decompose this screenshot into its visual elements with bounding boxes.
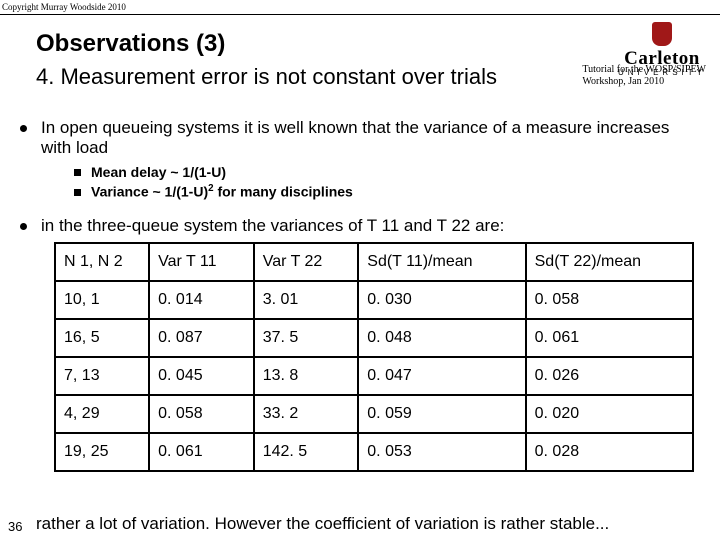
table-cell: 13. 8 (254, 357, 359, 395)
bullet-dot-icon (20, 125, 27, 132)
table-cell: 37. 5 (254, 319, 359, 357)
sub-bullet-1: Mean delay ~ 1/(1-U) (74, 164, 700, 180)
page-number: 36 (8, 519, 22, 534)
sub2-pre: Variance ~ 1/(1-U) (91, 184, 208, 200)
table-row: 4, 290. 05833. 20. 0590. 020 (55, 395, 693, 433)
sub1-text: Mean delay ~ 1/(1-U) (91, 164, 226, 180)
table-cell: 10, 1 (55, 281, 149, 319)
table-cell: 0. 026 (526, 357, 693, 395)
table-cell: 0. 020 (526, 395, 693, 433)
col-sdt22: Sd(T 22)/mean (526, 243, 693, 281)
bullet-dot-icon (20, 223, 27, 230)
table-row: 19, 250. 061142. 50. 0530. 028 (55, 433, 693, 471)
table-row: 10, 10. 0143. 010. 0300. 058 (55, 281, 693, 319)
top-rule (0, 14, 720, 15)
col-vart11: Var T 11 (149, 243, 254, 281)
slide-heading: Observations (3) 4. Measurement error is… (36, 30, 497, 90)
table-cell: 0. 030 (358, 281, 525, 319)
slide-title: Observations (3) (36, 30, 497, 58)
sub-bullet-2: Variance ~ 1/(1-U)2 for many disciplines (74, 183, 700, 200)
table-header-row: N 1, N 2 Var T 11 Var T 22 Sd(T 11)/mean… (55, 243, 693, 281)
table-row: 16, 50. 08737. 50. 0480. 061 (55, 319, 693, 357)
shield-icon (652, 22, 672, 46)
slide-subtitle: 4. Measurement error is not constant ove… (36, 64, 497, 90)
bullet-2: in the three-queue system the variances … (20, 216, 700, 236)
table-cell: 0. 058 (149, 395, 254, 433)
table-cell: 142. 5 (254, 433, 359, 471)
table-cell: 0. 028 (526, 433, 693, 471)
table-cell: 0. 058 (526, 281, 693, 319)
table-cell: 0. 014 (149, 281, 254, 319)
col-n1n2: N 1, N 2 (55, 243, 149, 281)
table-cell: 0. 061 (526, 319, 693, 357)
table-cell: 3. 01 (254, 281, 359, 319)
content-area: In open queueing systems it is well know… (20, 118, 700, 472)
table-cell: 4, 29 (55, 395, 149, 433)
table-cell: 19, 25 (55, 433, 149, 471)
table-cell: 0. 053 (358, 433, 525, 471)
square-bullet-icon (74, 189, 81, 196)
table-cell: 0. 059 (358, 395, 525, 433)
table-cell: 0. 087 (149, 319, 254, 357)
col-vart22: Var T 22 (254, 243, 359, 281)
table-cell: 0. 061 (149, 433, 254, 471)
bullet-2-text: in the three-queue system the variances … (41, 216, 504, 236)
table-row: 7, 130. 04513. 80. 0470. 026 (55, 357, 693, 395)
tutorial-note: Tutorial for the WOSP/SIPEW Workshop, Ja… (582, 64, 706, 88)
bullet-1-text: In open queueing systems it is well know… (41, 118, 700, 158)
bullet-1: In open queueing systems it is well know… (20, 118, 700, 158)
copyright-text: Copyright Murray Woodside 2010 (2, 2, 126, 12)
sub-bullets: Mean delay ~ 1/(1-U) Variance ~ 1/(1-U)2… (74, 164, 700, 200)
table-cell: 0. 045 (149, 357, 254, 395)
table-cell: 0. 047 (358, 357, 525, 395)
sub2-post: for many disciplines (214, 184, 353, 200)
footer-text: rather a lot of variation. However the c… (36, 514, 609, 534)
variance-table: N 1, N 2 Var T 11 Var T 22 Sd(T 11)/mean… (54, 242, 694, 472)
table-cell: 33. 2 (254, 395, 359, 433)
table-cell: 0. 048 (358, 319, 525, 357)
tutorial-line1: Tutorial for the WOSP/SIPEW (582, 64, 706, 76)
col-sdt11: Sd(T 11)/mean (358, 243, 525, 281)
tutorial-line2: Workshop, Jan 2010 (582, 76, 706, 88)
square-bullet-icon (74, 169, 81, 176)
table-cell: 16, 5 (55, 319, 149, 357)
table-cell: 7, 13 (55, 357, 149, 395)
